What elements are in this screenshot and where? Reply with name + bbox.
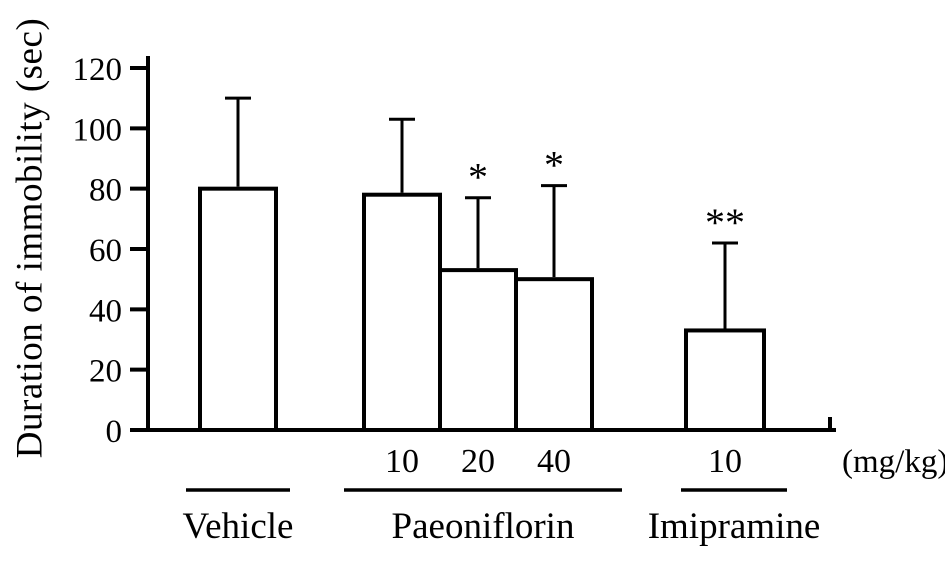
y-tick-label: 60 (89, 233, 122, 269)
dose-label-paeoniflorin-40: 40 (537, 443, 571, 480)
bar-imipramine-10 (684, 328, 766, 433)
bar-paeoniflorin-40 (514, 277, 594, 432)
group-label-imipramine: Imipramine (648, 506, 821, 547)
bar-paeoniflorin-10 (362, 192, 442, 432)
y-axis-title: Duration of immobility (sec) (9, 17, 51, 459)
group-label-vehicle: Vehicle (183, 506, 294, 547)
y-tick-label: 0 (106, 414, 123, 450)
dose-label-imipramine-10: 10 (708, 443, 742, 480)
y-tick-label: 80 (89, 173, 122, 209)
bar-vehicle (198, 186, 278, 432)
y-tick-label: 40 (89, 293, 122, 329)
significance-marker-imipramine-10: ** (705, 200, 745, 245)
group-label-paeoniflorin: Paeoniflorin (392, 506, 575, 547)
y-tick-label: 20 (89, 354, 122, 390)
y-tick-label: 100 (73, 112, 123, 148)
y-tick-label: 120 (73, 52, 123, 88)
significance-marker-paeoniflorin-20: * (468, 155, 488, 200)
unit-label: (mg/kg) (842, 444, 945, 480)
significance-marker-paeoniflorin-40: * (544, 143, 564, 188)
dose-label-paeoniflorin-10: 10 (385, 443, 419, 480)
bar-paeoniflorin-20 (438, 268, 518, 432)
dose-label-paeoniflorin-20: 20 (461, 443, 495, 480)
